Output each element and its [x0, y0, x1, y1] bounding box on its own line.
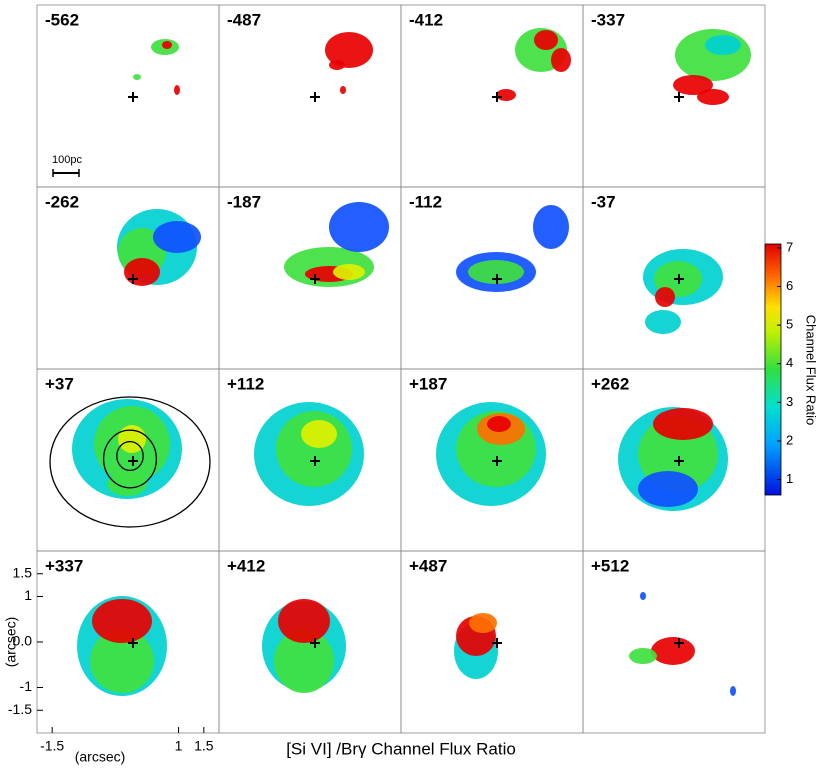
x-tick-label: -1.5: [40, 738, 64, 754]
frames: -562 -487 -412 -337 -262 -187 -112 -37 +37 +112 +1…: [36, 4, 766, 734]
y-tick-label: 0.0: [13, 633, 33, 649]
colorbar-tick-label: 6: [786, 278, 793, 293]
panel-label: -187: [227, 192, 261, 211]
emission-blob: [697, 89, 729, 105]
y-axis-label: (arcsec): [3, 617, 19, 668]
panel-label: -562: [45, 10, 79, 29]
emission-blob: [468, 260, 524, 284]
nucleus-cross: [492, 456, 502, 466]
nucleus-cross: [128, 274, 138, 284]
emission-blob: [153, 221, 201, 253]
nucleus-cross: [674, 456, 684, 466]
nucleus-cross: [674, 274, 684, 284]
emission-blob: [278, 599, 330, 643]
panel-label: -112: [409, 192, 442, 211]
panel-label: +112: [227, 374, 264, 393]
colorbar-tick-label: 5: [786, 317, 793, 332]
emission-blob: [653, 408, 713, 440]
colorbar: [764, 243, 782, 496]
emission-blob: [325, 32, 373, 68]
emission-blob: [496, 89, 516, 101]
colorbar-tick-label: 2: [786, 432, 793, 447]
x-tick-label: 1.5: [194, 738, 214, 754]
nucleus-cross: [128, 92, 138, 102]
emission-blob: [124, 258, 160, 286]
emission-blob: [640, 592, 646, 600]
nucleus-cross: [128, 456, 138, 466]
panel-label: +37: [45, 374, 74, 393]
emission-blob: [655, 287, 675, 307]
panel-label: -37: [591, 192, 616, 211]
panel-label: +337: [45, 556, 83, 575]
nucleus-cross: [492, 274, 502, 284]
x-tick-label: 1: [175, 738, 183, 754]
emission-blob: [705, 35, 741, 55]
panel-label: -412: [409, 10, 443, 29]
contour: [116, 440, 144, 472]
contour: [102, 429, 158, 489]
emission-blob: [340, 86, 346, 94]
emission-blob: [487, 416, 511, 432]
nucleus-cross: [492, 92, 502, 102]
emission-blob: [90, 629, 154, 693]
panel-label: +412: [227, 556, 265, 575]
emission-blob: [133, 74, 141, 80]
scale-bar-label: 100pc: [52, 154, 82, 166]
emission-blob: [651, 637, 695, 665]
emission-blob: [645, 310, 681, 334]
emission-blob: [551, 48, 571, 72]
y-tick-label: 1.5: [13, 564, 33, 580]
emission-blob: [469, 613, 497, 633]
emission-blob: [329, 60, 345, 70]
panel-label: +487: [409, 556, 447, 575]
emission-blob: [534, 30, 558, 50]
colorbar-tick-label: 7: [786, 239, 793, 254]
emission-blob: [629, 648, 657, 664]
emission-blob: [274, 629, 334, 693]
emission-blob: [301, 420, 337, 448]
panel-label: -262: [45, 192, 79, 211]
colorbar-tick-label: 3: [786, 394, 793, 409]
nucleus-cross: [310, 274, 320, 284]
panel-frame: [582, 550, 766, 734]
x-axis-label: (arcsec): [75, 749, 126, 765]
nucleus-cross: [310, 456, 320, 466]
nucleus-cross: [310, 638, 320, 648]
emission-blob: [174, 85, 180, 95]
emission-blob: [673, 75, 713, 95]
y-tick-label: -1.5: [8, 701, 32, 717]
panel-label: -487: [227, 10, 261, 29]
y-tick-label: 1: [24, 587, 32, 603]
caption: [Si VI] /Brγ Channel Flux Ratio: [286, 739, 516, 758]
panel-label: +512: [591, 556, 629, 575]
nucleus-cross: [310, 92, 320, 102]
emission-blob: [107, 472, 147, 496]
colorbar-tick-label: 1: [786, 471, 793, 486]
maps: [49, 28, 751, 696]
contour: [49, 396, 211, 528]
y-tick-label: -1: [20, 678, 33, 694]
emission-blob: [92, 599, 152, 643]
emission-blob: [162, 41, 172, 49]
emission-blob: [333, 264, 365, 280]
emission-blob: [329, 202, 389, 252]
panel-label: -337: [591, 10, 625, 29]
emission-blob: [638, 471, 698, 507]
panel-label: +187: [409, 374, 447, 393]
nucleus-cross: [674, 638, 684, 648]
emission-blob: [533, 205, 569, 249]
colorbar-tick-label: 4: [786, 355, 793, 370]
colorbar-label: Channel Flux Ratio: [804, 315, 819, 426]
emission-blob: [730, 686, 736, 696]
nucleus-cross: [674, 92, 684, 102]
nucleus-cross: [128, 638, 138, 648]
nucleus-cross: [492, 638, 502, 648]
panel-label: +262: [591, 374, 629, 393]
